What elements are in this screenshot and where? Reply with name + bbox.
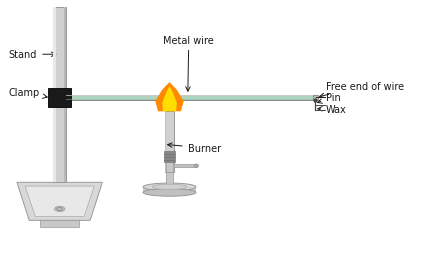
Bar bbox=[164, 157, 175, 158]
Text: Wax: Wax bbox=[318, 104, 347, 114]
Bar bbox=[53, 8, 56, 183]
Bar bbox=[48, 88, 71, 107]
Ellipse shape bbox=[143, 183, 196, 191]
Polygon shape bbox=[155, 83, 184, 112]
Text: Stand: Stand bbox=[9, 50, 56, 60]
Bar bbox=[66, 96, 316, 100]
Bar bbox=[164, 151, 175, 162]
Bar bbox=[166, 157, 173, 172]
Bar bbox=[40, 220, 79, 227]
Bar bbox=[53, 8, 66, 183]
Text: Free end of wire: Free end of wire bbox=[320, 82, 404, 98]
Ellipse shape bbox=[56, 208, 63, 211]
Text: Burner: Burner bbox=[168, 143, 221, 153]
Text: Pin: Pin bbox=[317, 93, 341, 104]
Ellipse shape bbox=[55, 207, 65, 212]
Bar bbox=[314, 96, 318, 100]
Bar bbox=[166, 172, 173, 187]
Bar bbox=[66, 99, 316, 100]
Bar bbox=[164, 160, 175, 162]
Bar bbox=[66, 96, 316, 97]
Ellipse shape bbox=[143, 189, 196, 197]
Ellipse shape bbox=[195, 164, 198, 168]
Text: Metal wire: Metal wire bbox=[163, 36, 214, 92]
Bar bbox=[164, 154, 175, 155]
Polygon shape bbox=[25, 186, 94, 217]
Bar bbox=[173, 165, 195, 168]
Polygon shape bbox=[17, 183, 102, 220]
Bar bbox=[64, 8, 66, 183]
Bar bbox=[165, 112, 166, 172]
Bar bbox=[143, 187, 196, 193]
Ellipse shape bbox=[152, 184, 187, 190]
Polygon shape bbox=[162, 87, 177, 112]
Bar bbox=[165, 112, 174, 172]
Text: Clamp: Clamp bbox=[9, 88, 47, 99]
